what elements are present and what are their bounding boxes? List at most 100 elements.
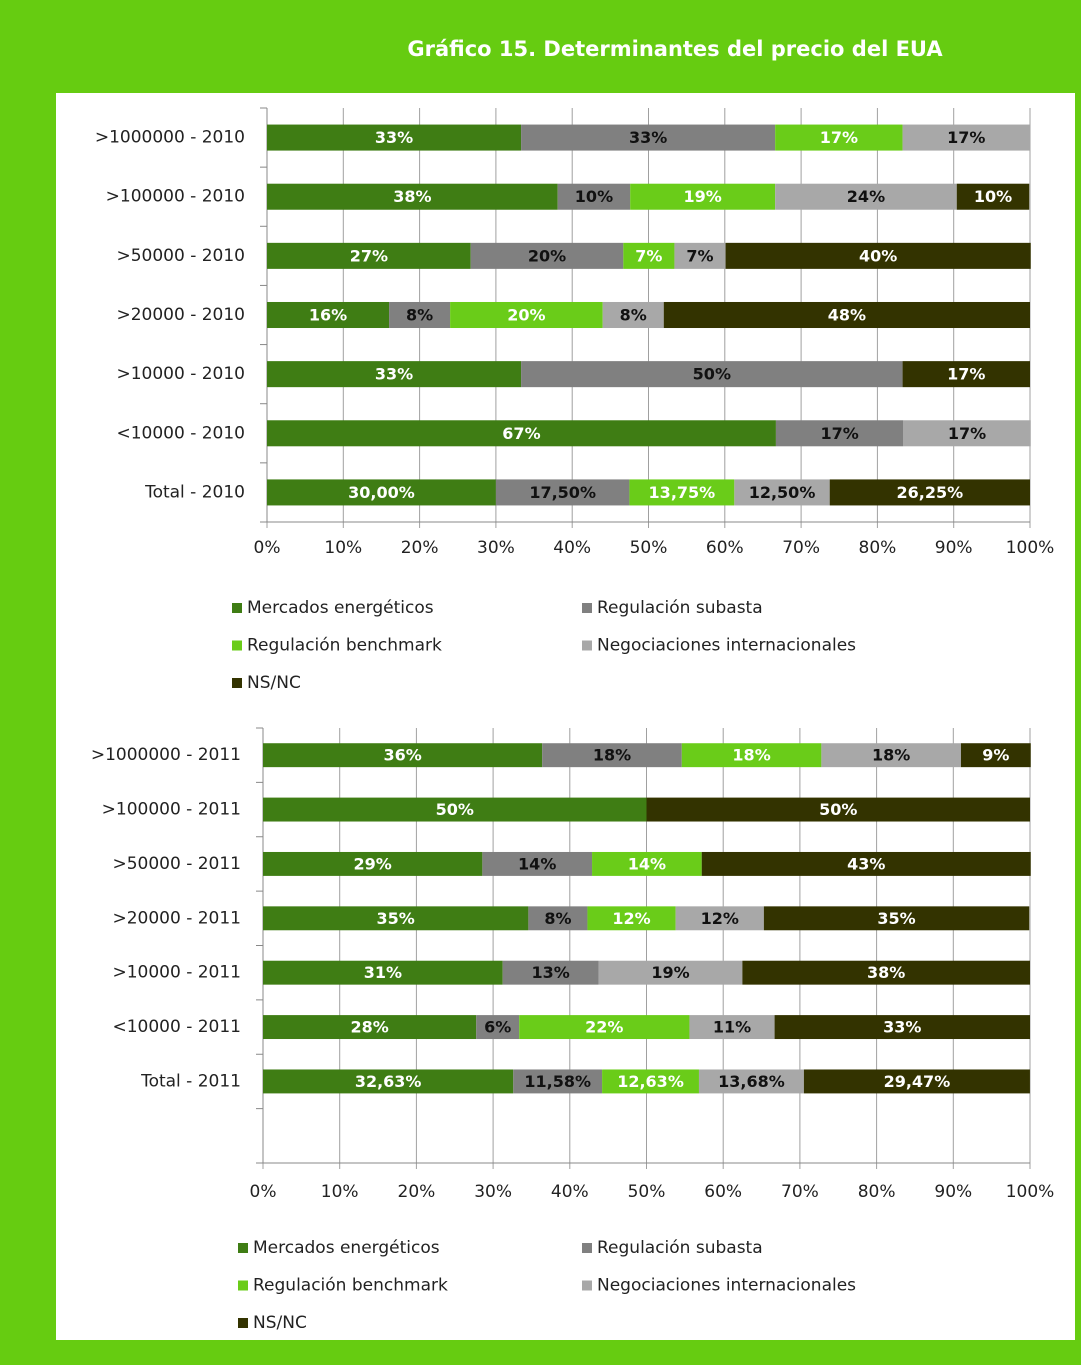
x-tick-label: 80%: [858, 1182, 896, 1202]
bar-segment: [389, 301, 451, 329]
value-label: 7%: [686, 246, 713, 265]
value-label: 10%: [974, 187, 1012, 206]
bar-segment: [663, 301, 1030, 329]
bar-segment: [528, 906, 588, 931]
x-tick-label: 30%: [474, 1182, 512, 1202]
y-tick-label: Total - 2011: [140, 1071, 241, 1091]
y-tick-label: >100000 - 2011: [102, 800, 241, 820]
y-tick-label: >50000 - 2010: [116, 246, 245, 266]
bar-segment: [725, 242, 1031, 269]
legend-label: Regulación benchmark: [253, 1276, 448, 1296]
value-label: 12%: [612, 909, 650, 928]
bar-segment: [263, 797, 647, 822]
legend-label: NS/NC: [253, 1313, 307, 1333]
bar-segment: [263, 1015, 477, 1040]
legend-swatch: [232, 640, 242, 651]
value-label: 43%: [847, 854, 885, 873]
bar-segment: [902, 361, 1030, 388]
bar-segment: [263, 743, 543, 768]
value-label: 14%: [628, 854, 666, 873]
value-label: 38%: [393, 187, 431, 206]
value-label: 24%: [847, 187, 885, 206]
value-label: 19%: [684, 187, 722, 206]
value-label: 27%: [350, 246, 388, 265]
x-tick-label: 20%: [398, 1182, 436, 1202]
bar-segment: [698, 1069, 804, 1094]
bar-segment: [450, 301, 603, 329]
value-label: 6%: [484, 1018, 511, 1037]
value-label: 12%: [701, 909, 739, 928]
value-label: 14%: [518, 854, 556, 873]
y-tick-label: >20000 - 2010: [116, 305, 245, 325]
value-label: 17%: [820, 128, 858, 147]
bar-segment: [592, 851, 702, 876]
bar-segment: [734, 479, 830, 506]
bar-segment: [742, 960, 1030, 985]
legend-label: Regulación subasta: [597, 1238, 763, 1258]
bar-segment: [476, 1015, 520, 1040]
y-tick-label: <10000 - 2011: [112, 1017, 241, 1037]
y-tick-label: >10000 - 2011: [112, 963, 241, 983]
bar-segment: [502, 960, 599, 985]
value-label: 17%: [947, 128, 985, 147]
value-label: 12,63%: [617, 1072, 684, 1091]
x-tick-label: 0%: [254, 538, 281, 558]
bar-segment: [267, 183, 558, 210]
value-label: 12,50%: [749, 483, 816, 502]
legend-swatch: [232, 603, 242, 613]
legend-swatch: [582, 603, 592, 613]
bar-segment: [263, 851, 483, 876]
bar-segment: [602, 1069, 699, 1094]
value-label: 17%: [947, 365, 985, 384]
legend-label: Regulación benchmark: [247, 636, 442, 656]
x-tick-label: 30%: [477, 538, 515, 558]
bar-segment: [674, 242, 726, 269]
x-tick-label: 90%: [934, 1182, 972, 1202]
bar-segment: [956, 183, 1030, 210]
x-tick-label: 40%: [551, 1182, 589, 1202]
value-label: 50%: [819, 800, 857, 819]
value-label: 18%: [593, 746, 631, 765]
value-label: 32,63%: [355, 1072, 422, 1091]
y-tick-label: >50000 - 2011: [112, 854, 241, 874]
bar-segment: [521, 124, 776, 151]
y-tick-label: >1000000 - 2010: [95, 128, 245, 148]
bar-segment: [681, 743, 822, 768]
bar-segment: [267, 361, 522, 388]
bar-segment: [629, 479, 735, 506]
bar-segment: [482, 851, 593, 876]
x-tick-label: 70%: [782, 538, 820, 558]
value-label: 50%: [693, 365, 731, 384]
legend-label: Regulación subasta: [597, 598, 763, 618]
legend-label: Negociaciones internacionales: [597, 636, 856, 656]
bar-segment: [267, 301, 390, 329]
chart-title: Gráfico 15. Determinantes del precio del…: [407, 37, 943, 61]
bar-segment: [263, 1069, 514, 1094]
bar-segment: [775, 420, 904, 447]
value-label: 33%: [629, 128, 667, 147]
bar-segment: [689, 1015, 775, 1040]
x-tick-label: 70%: [781, 1182, 819, 1202]
x-tick-label: 20%: [401, 538, 439, 558]
x-tick-label: 10%: [321, 1182, 359, 1202]
bar-segment: [774, 1015, 1030, 1040]
value-label: 35%: [877, 909, 915, 928]
value-label: 16%: [309, 306, 347, 325]
value-label: 28%: [350, 1018, 388, 1037]
bar-segment: [829, 479, 1030, 506]
x-tick-label: 10%: [324, 538, 362, 558]
bar-segment: [630, 183, 776, 210]
value-label: 18%: [732, 746, 770, 765]
value-label: 38%: [867, 963, 905, 982]
bar-segment: [775, 124, 903, 151]
bar-segment: [557, 183, 631, 210]
legend-swatch: [238, 1318, 248, 1328]
bar-segment: [521, 361, 903, 388]
value-label: 29%: [354, 854, 392, 873]
value-label: 17,50%: [529, 483, 596, 502]
legend-swatch: [238, 1243, 248, 1253]
value-label: 8%: [544, 909, 571, 928]
bar-segment: [542, 743, 682, 768]
legend-swatch: [582, 1243, 592, 1253]
bar-segment: [646, 797, 1030, 822]
